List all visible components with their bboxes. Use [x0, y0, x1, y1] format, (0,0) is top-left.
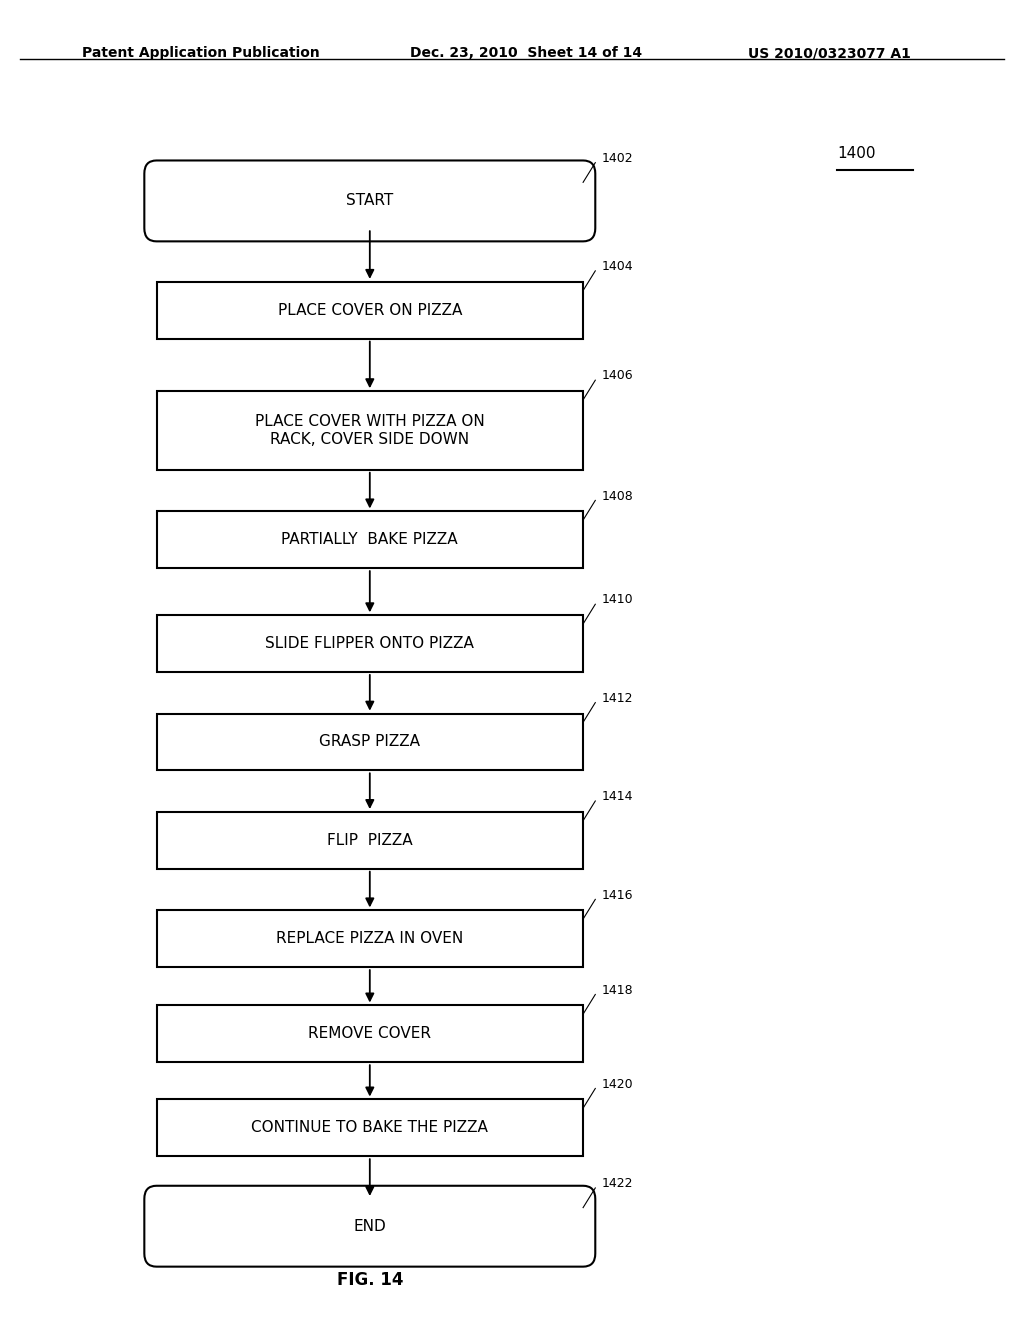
Text: SLIDE FLIPPER ONTO PIZZA: SLIDE FLIPPER ONTO PIZZA	[265, 636, 474, 651]
Text: 1406: 1406	[601, 370, 633, 383]
Text: END: END	[353, 1218, 386, 1234]
Text: 1400: 1400	[837, 147, 876, 161]
Text: 1404: 1404	[601, 260, 633, 273]
Text: 1410: 1410	[601, 594, 633, 606]
Text: 1414: 1414	[601, 791, 633, 803]
Bar	[157, 1006, 583, 1063]
Bar	[157, 615, 583, 672]
Bar	[157, 911, 583, 968]
Bar	[157, 511, 583, 568]
Bar	[157, 391, 583, 470]
Text: PLACE COVER WITH PIZZA ON
RACK, COVER SIDE DOWN: PLACE COVER WITH PIZZA ON RACK, COVER SI…	[255, 414, 484, 446]
Text: Dec. 23, 2010  Sheet 14 of 14: Dec. 23, 2010 Sheet 14 of 14	[410, 46, 642, 61]
Text: 1412: 1412	[601, 692, 633, 705]
Text: FIG. 14: FIG. 14	[337, 1271, 403, 1288]
Bar	[157, 714, 583, 771]
Text: 1420: 1420	[601, 1077, 633, 1090]
Text: 1408: 1408	[601, 490, 633, 503]
Text: CONTINUE TO BAKE THE PIZZA: CONTINUE TO BAKE THE PIZZA	[251, 1121, 488, 1135]
FancyBboxPatch shape	[144, 161, 595, 242]
Text: GRASP PIZZA: GRASP PIZZA	[319, 734, 420, 750]
Text: PLACE COVER ON PIZZA: PLACE COVER ON PIZZA	[278, 302, 462, 318]
FancyBboxPatch shape	[144, 1185, 595, 1267]
Text: 1416: 1416	[601, 888, 633, 902]
Text: 1418: 1418	[601, 983, 633, 997]
Bar	[157, 1100, 583, 1156]
Text: Patent Application Publication: Patent Application Publication	[82, 46, 319, 61]
Text: FLIP  PIZZA: FLIP PIZZA	[327, 833, 413, 847]
Text: 1422: 1422	[601, 1177, 633, 1191]
Text: 1402: 1402	[601, 152, 633, 165]
Bar	[157, 281, 583, 339]
Text: START: START	[346, 194, 393, 209]
Bar	[157, 812, 583, 869]
Text: REMOVE COVER: REMOVE COVER	[308, 1027, 431, 1041]
Text: PARTIALLY  BAKE PIZZA: PARTIALLY BAKE PIZZA	[282, 532, 458, 548]
Text: REPLACE PIZZA IN OVEN: REPLACE PIZZA IN OVEN	[276, 931, 464, 946]
Text: US 2010/0323077 A1: US 2010/0323077 A1	[748, 46, 910, 61]
